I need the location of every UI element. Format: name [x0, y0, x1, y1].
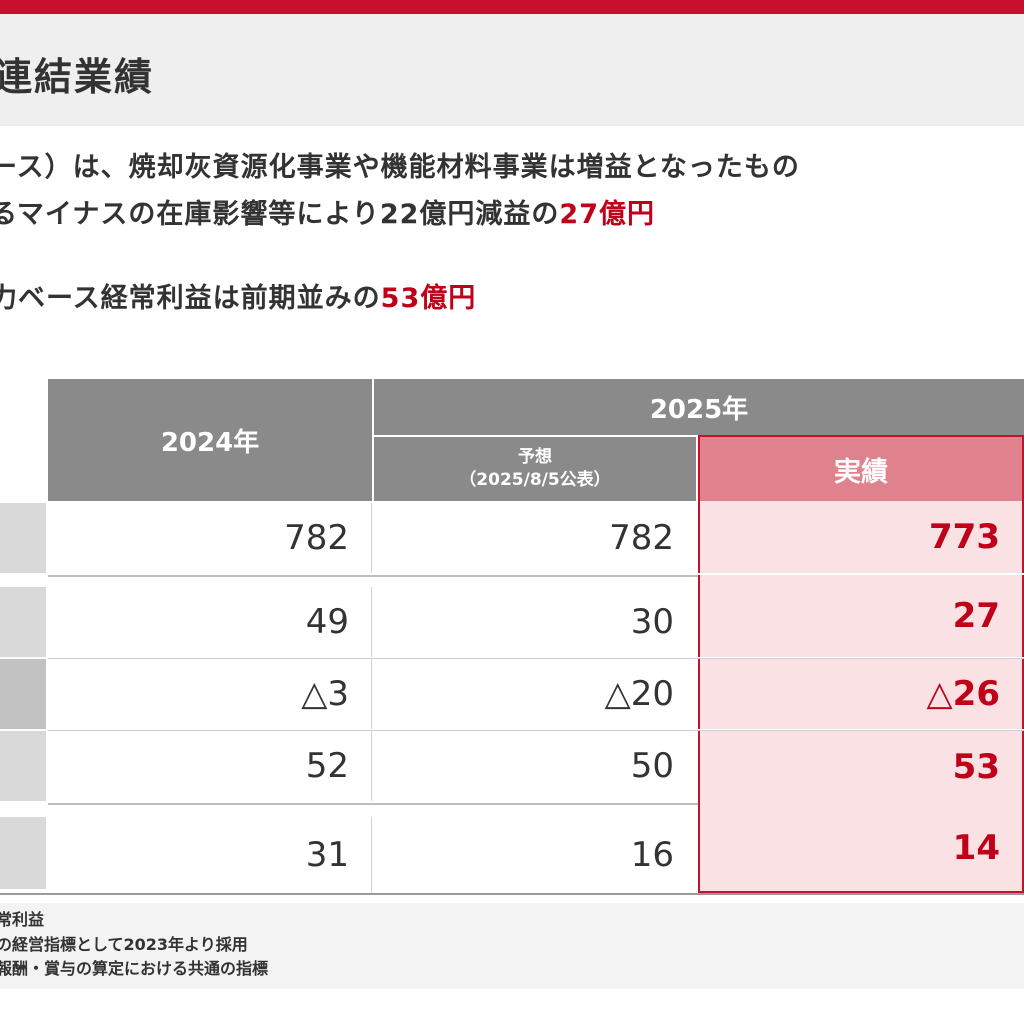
footnote-2: の経営指標として2023年より採用 — [0, 935, 248, 954]
row-divider — [48, 803, 1024, 805]
row-label-cell — [0, 503, 46, 573]
cell-actual: 773 — [698, 501, 1024, 573]
footnote-1: 常利益 — [0, 910, 45, 929]
results-table: 2024年 2025年 予想 （2025/8/5公表） 実績 782 782 7… — [0, 379, 1024, 899]
row-label-cell — [0, 659, 46, 729]
title-band — [0, 14, 1024, 126]
cell-2024: 52 — [48, 731, 372, 801]
cell-actual: △26 — [698, 659, 1024, 729]
row-label-cell — [0, 587, 46, 657]
header-2025: 2025年 — [374, 379, 1024, 435]
cell-forecast: 782 — [374, 503, 696, 573]
cell-actual: 27 — [698, 575, 1024, 657]
forecast-date: （2025/8/5公表） — [459, 470, 611, 490]
table-bottom-rule — [0, 893, 1024, 895]
header-2024: 2024年 — [48, 379, 372, 501]
lead-line-2-highlight: 27億円 — [559, 199, 655, 230]
cell-forecast: 16 — [374, 817, 696, 893]
cell-forecast: △20 — [374, 659, 696, 729]
header-actual: 実績 — [698, 435, 1024, 501]
lead-line-1-text: ース）は、焼却灰資源化事業や機能材料事業は増益となったもの — [0, 152, 800, 183]
cell-2024: 31 — [48, 817, 372, 893]
lead-line-3-highlight: 53億円 — [380, 283, 477, 314]
cell-forecast: 50 — [374, 731, 696, 801]
lead-line-3-text: 力ベース経常利益は前期並みの — [0, 283, 381, 314]
cell-forecast: 30 — [374, 587, 696, 657]
header-forecast: 予想 （2025/8/5公表） — [374, 437, 696, 501]
lead-line-1: ース）は、焼却灰資源化事業や機能材料事業は増益となったもの — [0, 145, 800, 184]
row-divider — [48, 658, 1024, 659]
row-label-cell — [0, 817, 46, 889]
cell-2024: △3 — [48, 659, 372, 729]
page-title: 連結業績 — [0, 55, 155, 99]
row-label-cell — [0, 731, 46, 801]
row-divider — [48, 730, 1024, 731]
forecast-label: 予想 — [518, 447, 552, 467]
footnotes-band — [0, 903, 1024, 989]
lead-line-2: るマイナスの在庫影響等により22億円減益の27億円 — [0, 192, 655, 231]
actual-column-border — [698, 891, 1024, 893]
footnote-3: 報酬・賞与の算定における共通の指標 — [0, 959, 269, 978]
cell-2024: 782 — [48, 503, 372, 573]
lead-line-2-text: るマイナスの在庫影響等により22億円減益の — [0, 199, 560, 230]
top-accent-bar — [0, 0, 1024, 14]
cell-actual: 14 — [698, 803, 1024, 893]
row-divider — [48, 575, 1024, 577]
cell-2024: 49 — [48, 587, 372, 657]
cell-actual: 53 — [698, 731, 1024, 803]
lead-line-3: 力ベース経常利益は前期並みの53億円 — [0, 276, 476, 315]
